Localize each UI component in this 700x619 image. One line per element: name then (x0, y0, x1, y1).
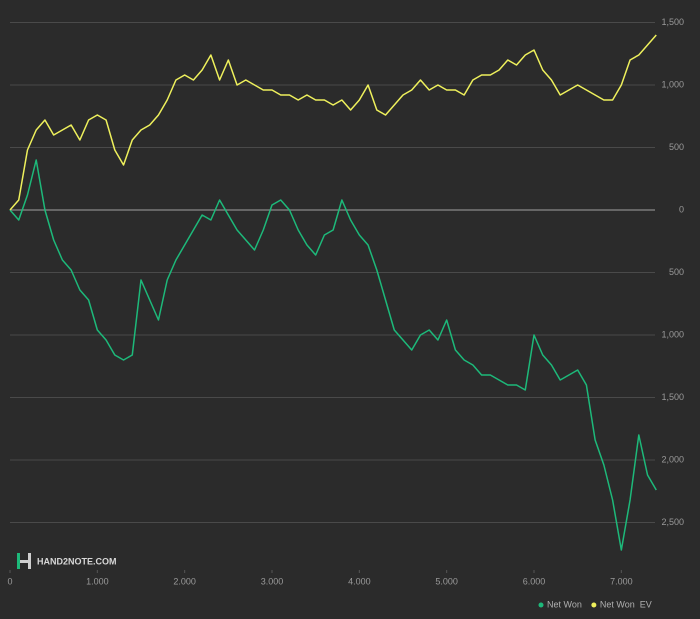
legend-marker (591, 602, 597, 608)
logo: HAND2NOTE.COM (17, 553, 117, 569)
x-tick-label: 3.000 (261, 576, 284, 586)
y-tick-label: 1,000 (661, 329, 684, 339)
y-tick-label: 1,500 (661, 392, 684, 402)
logo-icon (17, 553, 20, 569)
x-tick-label: 5.000 (435, 576, 458, 586)
x-tick-label: 6.000 (523, 576, 546, 586)
watermark: HAND2NOTE.COM (37, 556, 117, 566)
y-tick-label: 1,000 (661, 79, 684, 89)
x-tick-label: 0 (7, 576, 12, 586)
series-line (9, 159, 657, 551)
legend-marker (538, 602, 544, 608)
series-line (9, 34, 657, 211)
y-tick-label: 0 (679, 204, 684, 214)
legend-label: Net Won EV (600, 599, 652, 609)
logo-icon (28, 553, 31, 569)
x-tick-label: 2.000 (173, 576, 196, 586)
x-tick-label: 1.000 (86, 576, 109, 586)
y-tick-label: 500 (669, 267, 684, 277)
x-tick-label: 4.000 (348, 576, 371, 586)
legend-label: Net Won (547, 599, 582, 609)
logo-icon (20, 560, 28, 563)
x-tick-label: 7.000 (610, 576, 633, 586)
y-tick-label: 2,000 (661, 454, 684, 464)
y-tick-label: 2,500 (661, 517, 684, 527)
y-tick-label: 1,500 (661, 17, 684, 27)
y-tick-label: 500 (669, 142, 684, 152)
